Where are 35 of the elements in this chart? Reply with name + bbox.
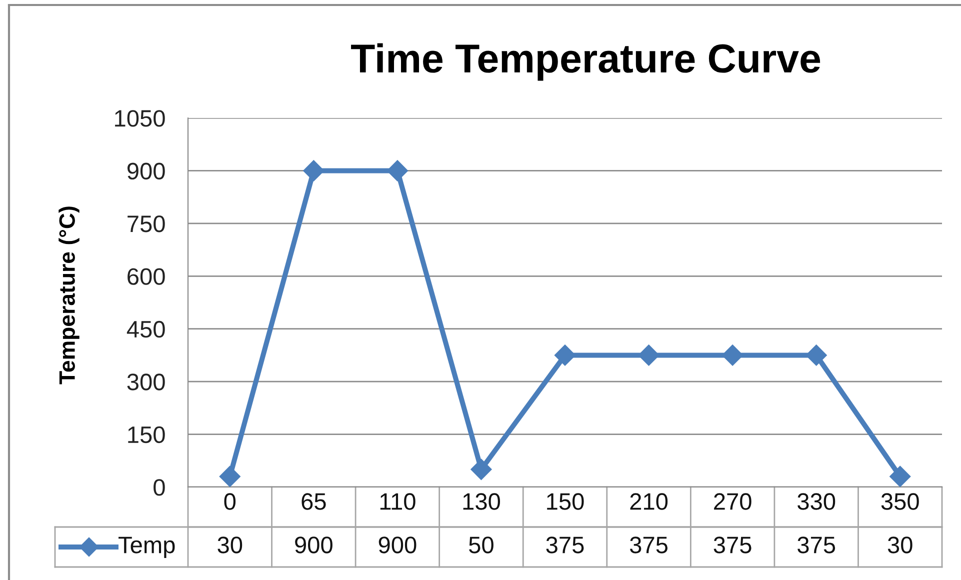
y-tick-label: 750 (128, 215, 165, 232)
x-tick-label: 65 (302, 493, 326, 510)
legend-label: Temp (118, 536, 175, 558)
y-tick-label: 450 (126, 320, 165, 338)
data-label: 30 (218, 536, 242, 554)
x-tick-label: 150 (547, 493, 584, 510)
y-axis-title: Temperature (°C) (58, 206, 80, 384)
point (219, 466, 240, 487)
x-tick-label: 330 (798, 493, 836, 510)
data-label: 900 (378, 536, 416, 554)
point (890, 466, 911, 487)
y-tick-label: 600 (128, 268, 165, 285)
x-tick-label: 210 (630, 493, 668, 510)
point (303, 160, 324, 182)
x-tick-label: 0 (224, 493, 236, 510)
data-label: 30 (888, 536, 912, 554)
chart-title: Time Temperature Curve (351, 43, 820, 81)
y-tick-label: 1050 (115, 110, 165, 127)
data-label: 900 (295, 536, 332, 554)
y-tick-label: 900 (127, 162, 165, 180)
x-tick-label: 130 (463, 493, 500, 510)
data-label: 375 (546, 536, 584, 554)
point (638, 344, 660, 366)
y-tick-label: 150 (128, 426, 165, 444)
x-tick-label: 110 (380, 493, 416, 510)
data-label: 375 (714, 536, 752, 554)
y-tick-label: 0 (154, 479, 165, 496)
data-label: 50 (469, 536, 494, 554)
point (470, 458, 492, 480)
y-tick-label: 300 (127, 374, 165, 390)
x-tick-label: 350 (881, 493, 919, 510)
data-label: 375 (630, 536, 668, 554)
data-label: 375 (798, 536, 836, 554)
point (806, 344, 827, 366)
x-tick-label: 270 (714, 493, 752, 510)
